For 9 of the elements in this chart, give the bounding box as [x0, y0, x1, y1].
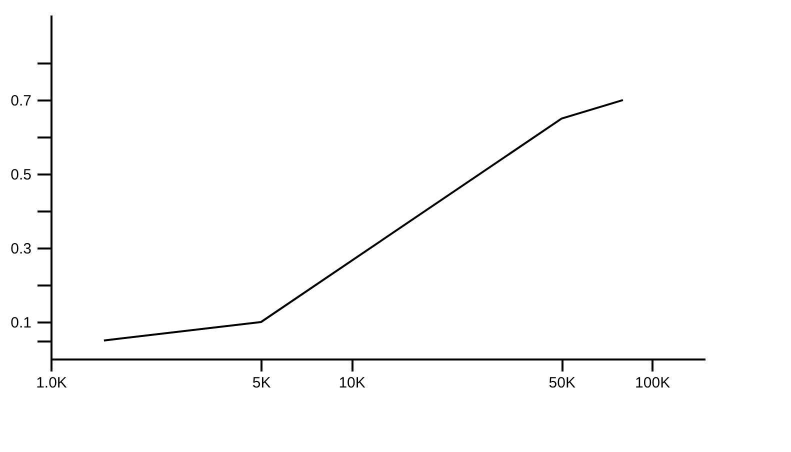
y-tick-label: 0.1: [10, 314, 32, 332]
y-tick-label: 0.5: [10, 166, 32, 184]
y-tick-label: 0.7: [10, 92, 32, 110]
x-tick-label: 5K: [252, 374, 271, 392]
x-tick-label: 100K: [635, 374, 670, 392]
x-tick-label: 10K: [338, 374, 366, 392]
x-tick-label: 1.0K: [36, 374, 67, 392]
x-tick-label: 50K: [548, 374, 576, 392]
y-tick-label: 0.3: [10, 240, 32, 258]
